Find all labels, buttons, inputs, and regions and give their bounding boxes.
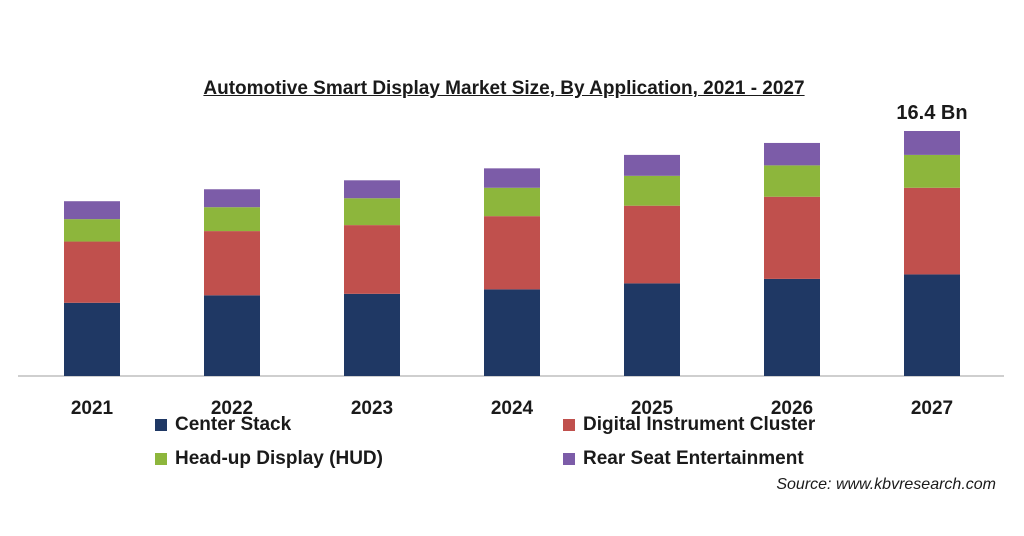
legend-item-hud: Head-up Display (HUD) [155,448,383,470]
bar-segment-rear-seat-entertainment-2027 [904,131,960,155]
bar-segment-digital-instrument-cluster-2025 [624,205,680,284]
x-tick-label: 2021 [71,398,114,419]
x-tick-label: 2022 [211,398,253,419]
x-tick-label: 2026 [771,398,813,419]
legend-swatch-hud [155,453,167,465]
total-value-label: 16.4 Bn [896,102,967,124]
x-tick-label: 2023 [351,398,393,419]
x-tick-label: 2027 [911,398,953,419]
bar-segment-head-up-display-hud-2023 [344,198,400,226]
bar-segment-head-up-display-hud-2025 [624,175,680,206]
bar-segment-digital-instrument-cluster-2024 [484,216,540,290]
bar-segment-digital-instrument-cluster-2023 [344,225,400,294]
legend-swatch-rear-seat-entertainment [563,453,575,465]
bar-segment-head-up-display-hud-2027 [904,154,960,188]
bar-segment-digital-instrument-cluster-2021 [64,241,120,303]
bar-segment-digital-instrument-cluster-2026 [764,196,820,279]
source-note: Source: www.kbvresearch.com [776,476,996,493]
bar-segment-head-up-display-hud-2021 [64,219,120,242]
bar-segment-rear-seat-entertainment-2024 [484,168,540,188]
bar-segment-rear-seat-entertainment-2021 [64,201,120,220]
chart-title: Automotive Smart Display Market Size, By… [203,78,805,99]
legend-swatch-digital-instrument-cluster [563,419,575,431]
bar-segment-rear-seat-entertainment-2023 [344,180,400,199]
legend-swatch-center-stack [155,419,167,431]
bar-segment-digital-instrument-cluster-2027 [904,187,960,275]
legend-label: Head-up Display (HUD) [175,448,383,469]
bar-segment-head-up-display-hud-2026 [764,165,820,197]
bar-segment-center-stack-2022 [204,295,260,376]
bar-segment-center-stack-2025 [624,283,680,376]
bar-segment-rear-seat-entertainment-2022 [204,189,260,208]
legend-item-center-stack: Center Stack [155,414,291,436]
bar-segment-center-stack-2023 [344,293,400,376]
bar-segment-center-stack-2024 [484,289,540,376]
legend-label: Center Stack [175,414,292,435]
bar-segment-center-stack-2027 [904,274,960,376]
legend-item-rear-seat-entertainment: Rear Seat Entertainment [563,448,804,470]
bar-segment-head-up-display-hud-2024 [484,187,540,217]
legend-label: Digital Instrument Cluster [583,414,816,435]
bar-segment-rear-seat-entertainment-2025 [624,154,680,176]
bar-segment-center-stack-2026 [764,278,820,376]
x-tick-label: 2025 [631,398,674,419]
bar-segment-rear-seat-entertainment-2026 [764,142,820,166]
bar-segment-center-stack-2021 [64,302,120,376]
bar-segment-head-up-display-hud-2022 [204,207,260,232]
bar-segment-digital-instrument-cluster-2022 [204,231,260,296]
legend-label: Rear Seat Entertainment [583,448,804,469]
x-tick-label: 2024 [491,398,534,419]
legend-item-digital-instrument-cluster: Digital Instrument Cluster [563,414,815,436]
